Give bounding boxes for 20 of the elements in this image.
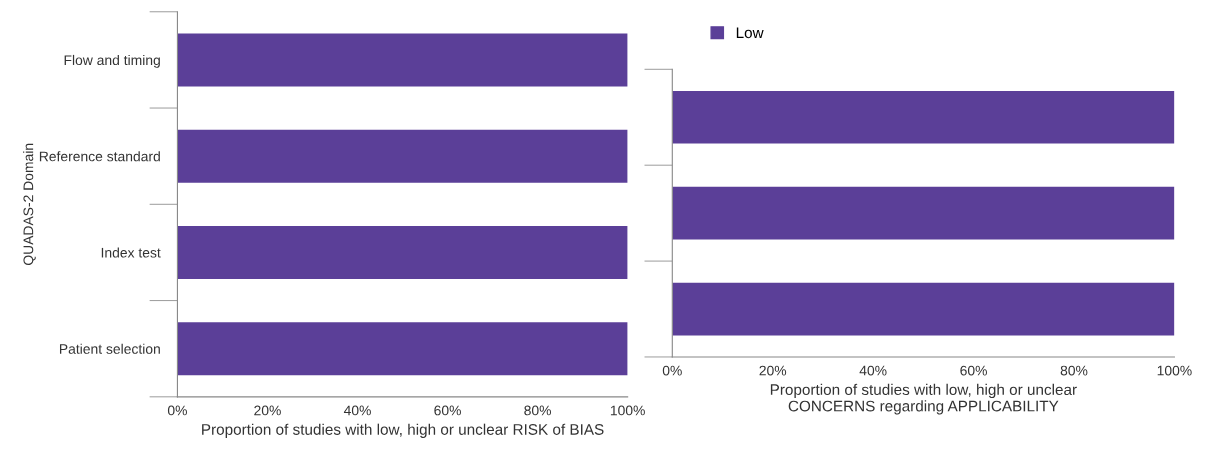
x-tick-label: 80% xyxy=(524,405,551,416)
y-tick-label: Flow and timing xyxy=(64,54,160,68)
x-tick-label: 100% xyxy=(1157,365,1192,376)
y-tick-label: Index test xyxy=(101,247,161,258)
x-tick-label: 20% xyxy=(759,365,787,376)
legend-label: Low xyxy=(736,27,764,39)
x-tick-label: 100% xyxy=(610,405,645,416)
x-tick-label: 40% xyxy=(343,405,371,416)
x-axis-title: Proportion of studies with low, high or unclear RISK of BIAS xyxy=(202,423,604,438)
x-tick-label: 40% xyxy=(859,365,887,376)
x-tick-label: 60% xyxy=(960,365,987,376)
x-tick-label: 80% xyxy=(1060,365,1088,376)
x-tick-label: 0% xyxy=(167,405,187,416)
y-axis-title: QUADAS-2 Domain xyxy=(23,143,36,266)
x-tick-label: 20% xyxy=(254,405,281,416)
x-tick-label: 0% xyxy=(662,365,682,376)
y-tick-label: Reference standard xyxy=(39,151,160,162)
x-axis-title: Proportion of studies with low, high or unclear CONCERNS regarding APPLICABILITY xyxy=(770,383,1077,415)
x-tick-label: 60% xyxy=(434,405,461,416)
y-tick-label: Patient selection xyxy=(59,343,160,354)
